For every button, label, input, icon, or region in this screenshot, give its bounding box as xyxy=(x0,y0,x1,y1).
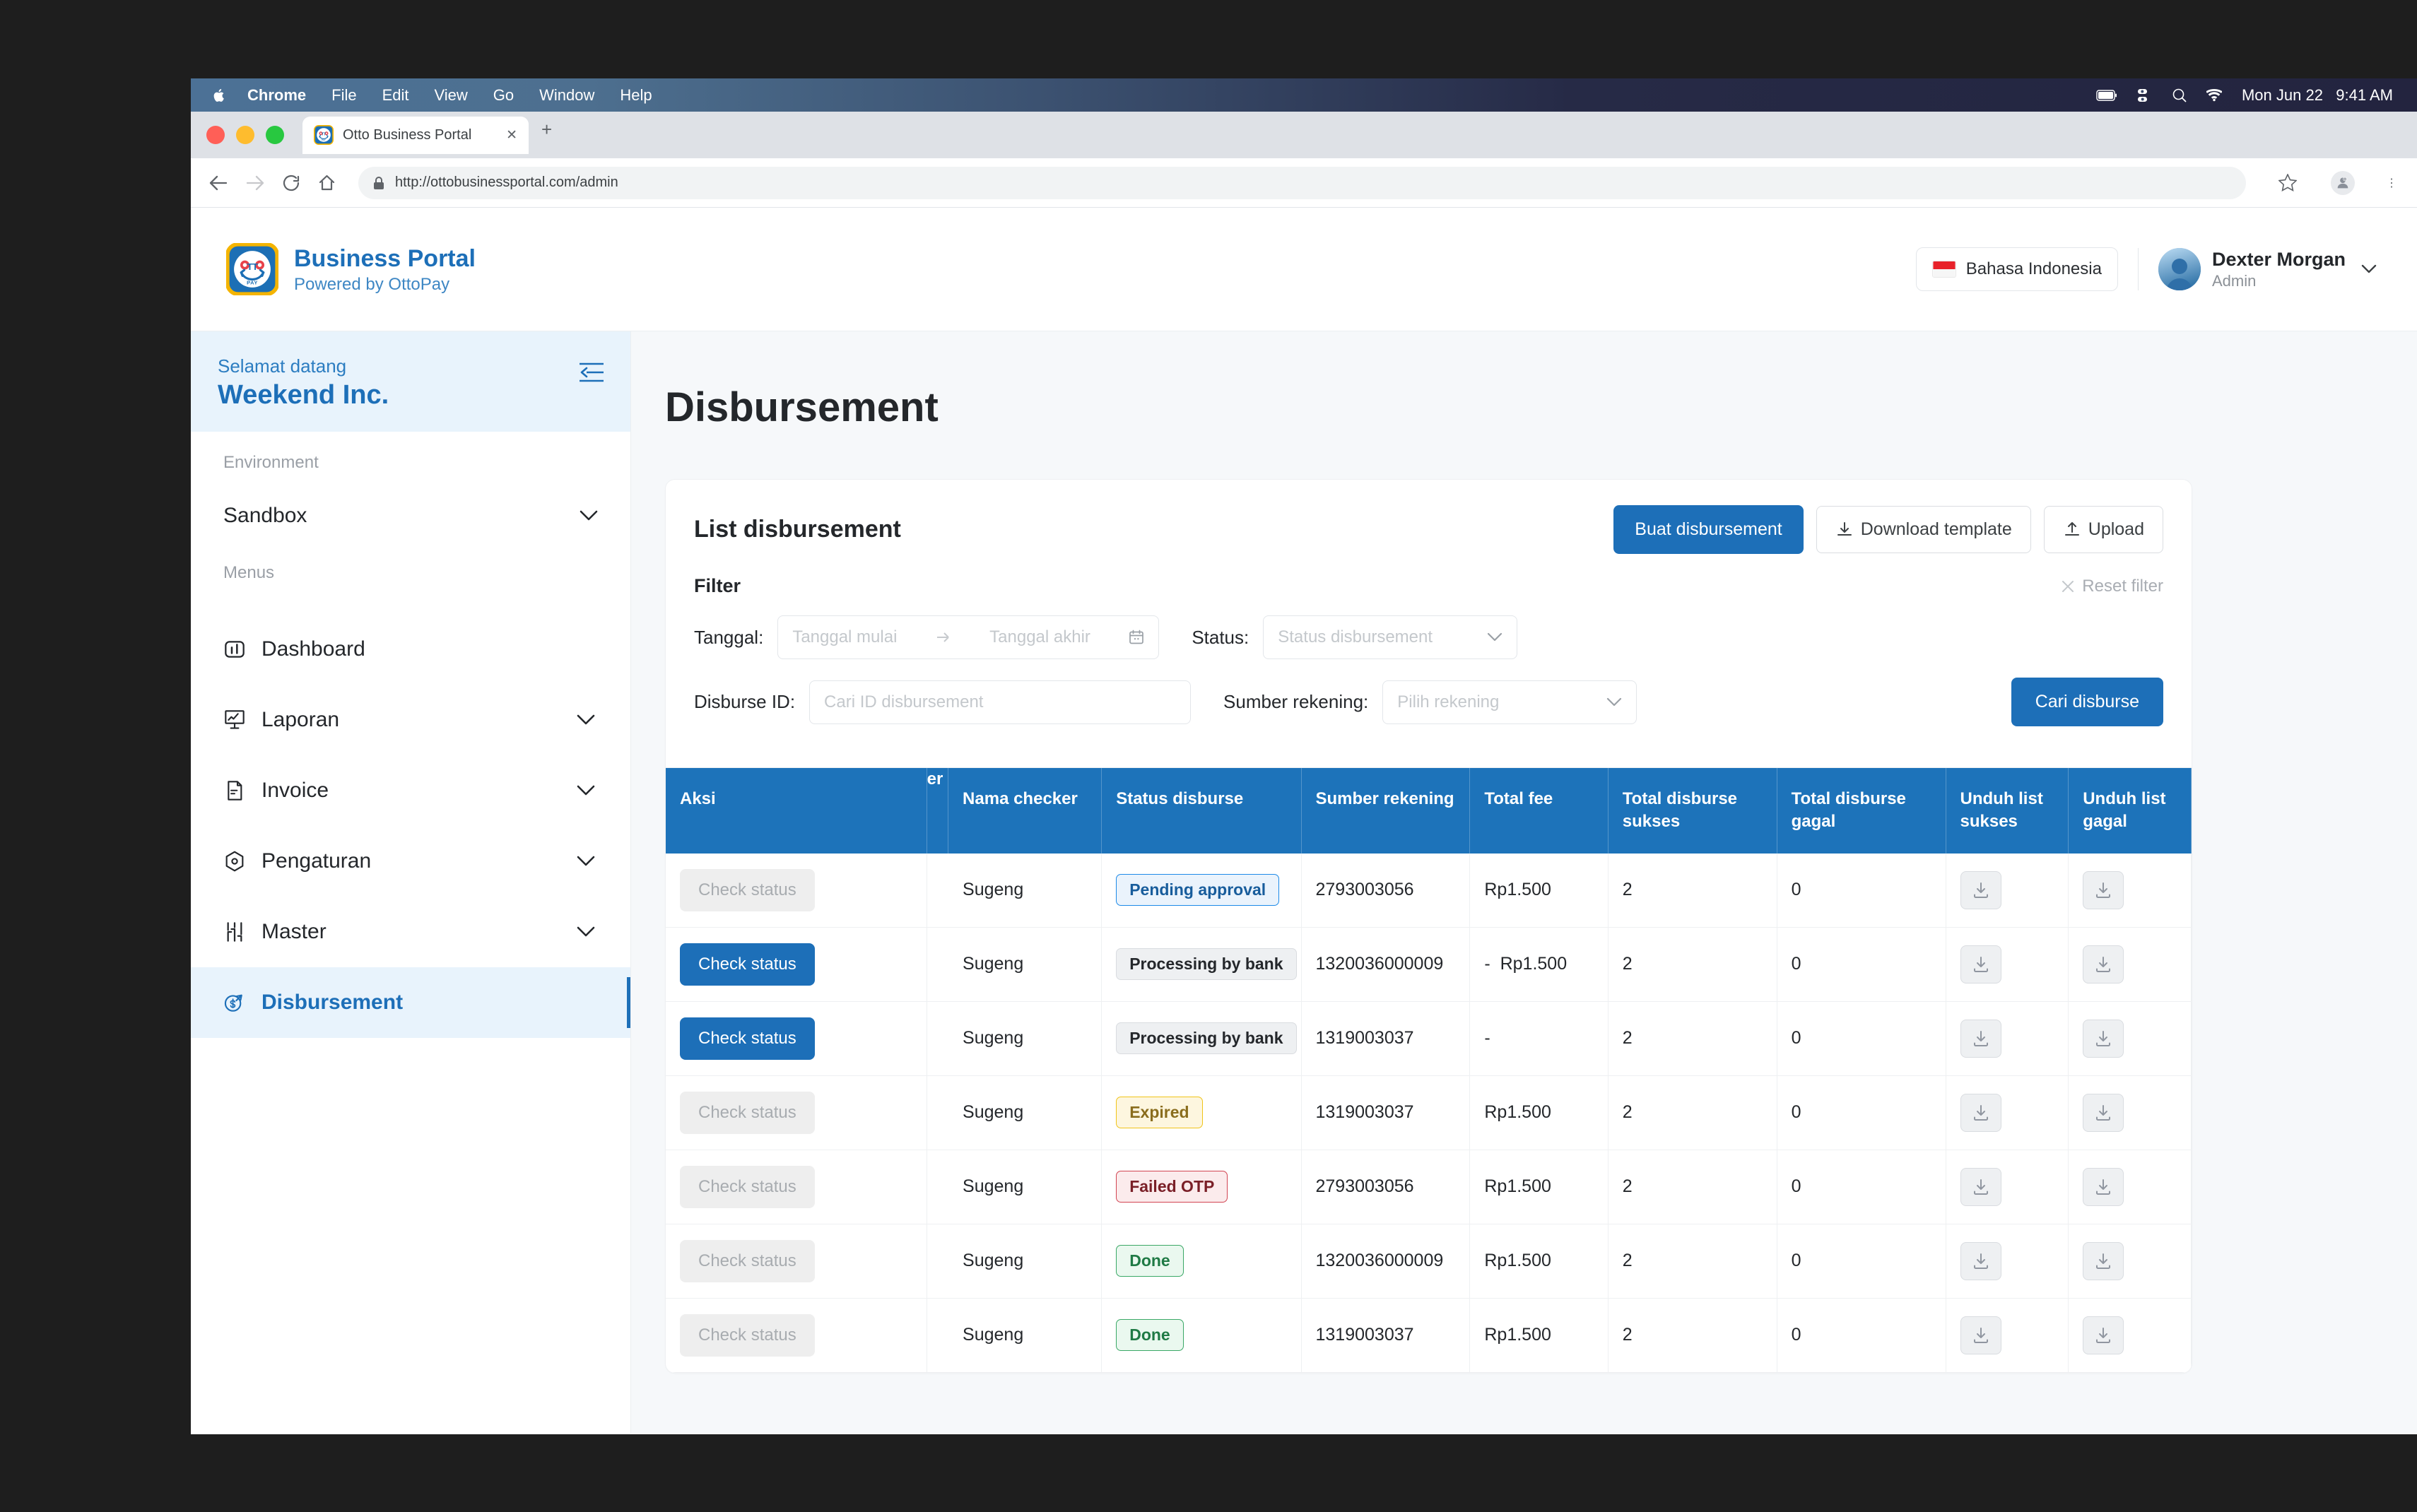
svg-text:PAY: PAY xyxy=(322,138,326,141)
svg-text:PAY: PAY xyxy=(247,279,258,285)
svg-text:TT: TT xyxy=(247,261,258,272)
